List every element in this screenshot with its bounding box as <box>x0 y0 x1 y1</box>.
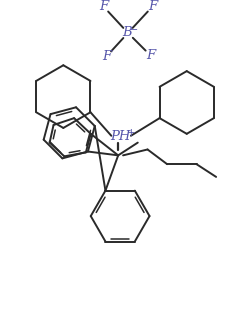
Text: F: F <box>147 0 156 13</box>
Text: B: B <box>122 26 131 40</box>
Text: F: F <box>99 0 108 13</box>
Text: PH: PH <box>110 130 130 143</box>
Text: F: F <box>145 49 154 62</box>
Text: −: − <box>129 25 137 35</box>
Text: F: F <box>101 50 111 63</box>
Text: +: + <box>126 128 135 138</box>
